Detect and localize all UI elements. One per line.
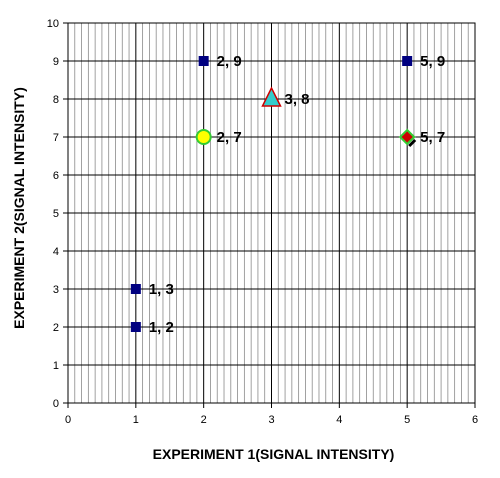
x-axis-title: EXPERIMENT 1(SIGNAL INTENSITY) — [153, 446, 395, 462]
x-axis-ticks: 0 1 2 3 4 5 6 — [65, 403, 478, 426]
x-tick-label: 5 — [404, 414, 410, 426]
x-tick-label: 2 — [201, 414, 207, 426]
y-tick-label: 5 — [53, 208, 59, 220]
triangle-marker — [261, 86, 282, 107]
y-tick-label: 8 — [53, 94, 59, 106]
diamond-marker — [398, 128, 416, 146]
y-tick-label: 9 — [53, 56, 59, 68]
y-tick-label: 0 — [53, 398, 59, 410]
data-point: 5, 7 — [398, 128, 445, 148]
y-tick-label: 6 — [53, 170, 59, 182]
y-tick-label: 2 — [53, 322, 59, 334]
square-marker — [130, 284, 141, 294]
point-label: 2, 9 — [217, 53, 242, 70]
point-label: 3, 8 — [285, 91, 310, 108]
point-label: 5, 7 — [420, 129, 445, 146]
y-tick-label: 4 — [53, 246, 59, 258]
y-tick-label: 7 — [53, 132, 59, 144]
data-point: 1, 3 — [130, 281, 174, 298]
x-tick-label: 0 — [65, 414, 71, 426]
y-tick-label: 1 — [53, 360, 59, 372]
x-tick-label: 6 — [472, 414, 478, 426]
data-point: 2, 9 — [198, 53, 242, 70]
data-point: 2, 7 — [195, 129, 242, 146]
y-tick-label: 10 — [47, 18, 59, 30]
x-tick-label: 4 — [336, 414, 342, 426]
point-label: 5, 9 — [420, 53, 445, 70]
marker-shadow — [408, 138, 417, 148]
circle-marker — [195, 129, 212, 145]
point-label: 2, 7 — [217, 129, 242, 146]
point-label: 1, 2 — [149, 319, 174, 336]
y-axis-ticks: 0 1 2 3 4 5 6 7 8 9 10 — [47, 18, 68, 410]
gridlines — [68, 23, 475, 403]
data-points: 1, 2 1, 3 2, 7 2, 9 3, 8 5, 7 5, 9 — [130, 53, 445, 336]
y-tick-label: 3 — [53, 284, 59, 296]
x-tick-label: 3 — [268, 414, 274, 426]
x-tick-label: 1 — [133, 414, 139, 426]
square-marker — [198, 56, 209, 66]
y-axis-title: EXPERIMENT 2(SIGNAL INTENSITY) — [11, 87, 27, 329]
square-marker — [130, 322, 141, 332]
data-point: 1, 2 — [130, 319, 174, 336]
square-marker — [402, 56, 413, 66]
data-point: 5, 9 — [402, 53, 445, 70]
data-point: 3, 8 — [261, 86, 310, 108]
point-label: 1, 3 — [149, 281, 174, 298]
